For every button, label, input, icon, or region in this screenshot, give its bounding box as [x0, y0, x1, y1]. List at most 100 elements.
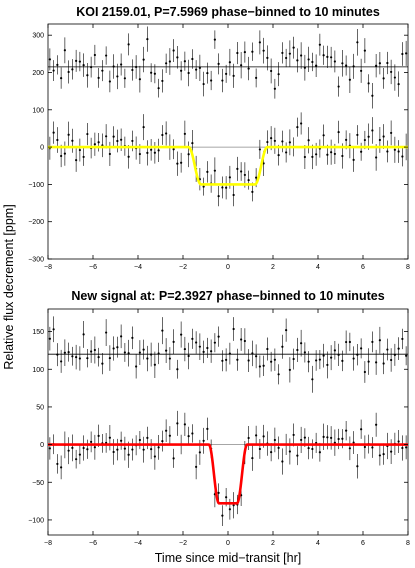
offset-point [180, 69, 183, 72]
offset-point [112, 347, 115, 350]
offset-point [303, 66, 306, 69]
phase-binned-point [348, 447, 351, 450]
phase-binned-point [288, 450, 291, 453]
offset-point [393, 353, 396, 356]
x-tick-label: −4 [134, 540, 142, 547]
offset-point [228, 352, 231, 355]
offset-point [67, 350, 70, 354]
offset-point [281, 345, 284, 348]
phase-binned-point [360, 150, 363, 153]
offset-point [401, 52, 404, 56]
phase-binned-point [82, 446, 85, 450]
y-tick-label: 100 [32, 367, 44, 374]
offset-point [105, 331, 108, 334]
phase-binned-point [93, 143, 96, 146]
x-tick-label: 2 [271, 540, 275, 547]
phase-binned-point [142, 126, 145, 129]
offset-point [397, 82, 400, 86]
phase-binned-point [198, 451, 201, 454]
phase-binned-point [326, 153, 329, 156]
offset-point [52, 328, 55, 331]
offset-point [266, 56, 269, 59]
y-tick-label: 50 [36, 404, 44, 411]
phase-binned-point [386, 150, 389, 153]
phase-binned-point [97, 141, 100, 144]
offset-point [105, 54, 108, 57]
phase-binned-point [322, 435, 325, 438]
offset-point [90, 65, 93, 69]
offset-point [382, 362, 385, 365]
offset-point [341, 359, 344, 362]
offset-point [307, 360, 310, 363]
offset-point [195, 341, 198, 344]
phase-binned-point [172, 457, 175, 460]
y-tick-label: 100 [32, 107, 44, 114]
phase-binned-point [255, 176, 258, 179]
offset-point [228, 61, 231, 64]
phase-binned-point [67, 449, 70, 452]
offset-point [405, 354, 408, 357]
offset-point [247, 67, 250, 70]
x-tick-label: 6 [361, 540, 365, 547]
phase-binned-point [71, 139, 74, 142]
offset-point [273, 358, 276, 361]
offset-point [322, 354, 325, 357]
offset-point [120, 63, 123, 66]
offset-point [296, 348, 299, 352]
offset-point [112, 65, 115, 68]
phase-binned-point [142, 448, 145, 451]
phase-binned-point [232, 504, 235, 507]
phase-binned-point [153, 455, 156, 458]
phase-binned-point [281, 140, 284, 143]
phase-binned-point [307, 446, 310, 450]
offset-point [183, 60, 186, 63]
phase-binned-point [371, 129, 374, 132]
phase-binned-point [157, 446, 160, 449]
y-tick-label: 200 [32, 70, 44, 77]
offset-point [285, 56, 288, 60]
offset-point [240, 338, 243, 341]
offset-point [161, 329, 164, 332]
phase-binned-point [225, 186, 228, 189]
offset-point [243, 50, 246, 54]
phase-binned-point [206, 170, 209, 173]
offset-point [191, 57, 194, 61]
phase-binned-point [255, 434, 258, 437]
offset-point [78, 357, 81, 360]
offset-point [270, 360, 273, 363]
offset-point [123, 77, 126, 80]
offset-point [142, 348, 145, 351]
offset-point [378, 339, 381, 342]
offset-point [386, 61, 389, 65]
phase-binned-point [397, 440, 400, 443]
offset-point [176, 368, 179, 371]
phase-binned-point [273, 139, 276, 142]
phase-binned-point [75, 158, 78, 162]
phase-binned-point [367, 135, 370, 138]
phase-binned-point [240, 170, 243, 173]
offset-point [157, 352, 160, 355]
phase-binned-point [247, 178, 250, 182]
offset-point [371, 94, 374, 97]
chart-title: New signal at: P=2.3927 phase−binned to … [71, 289, 384, 303]
axis-ticks: −8 −6 −4 −2 0 2 4 6 8 −300 −200 −100 0 100 200 300 [28, 24, 410, 271]
offset-point [108, 80, 111, 83]
y-tick-label: −200 [28, 219, 44, 226]
offset-point [191, 337, 194, 340]
offset-point [240, 64, 243, 67]
phase-binned-point [262, 435, 265, 438]
offset-point [56, 353, 59, 356]
offset-point [337, 353, 340, 356]
offset-point [307, 58, 310, 61]
phase-binned-point [405, 446, 408, 449]
offset-point [333, 60, 336, 63]
x-tick-label: 4 [316, 540, 320, 547]
data-marks [47, 316, 409, 527]
phase-binned-point [108, 436, 111, 439]
offset-point [277, 73, 280, 76]
y-tick-label: 150 [32, 329, 44, 336]
plot-frame [47, 308, 409, 536]
offset-point [138, 351, 141, 354]
offset-point [363, 370, 366, 374]
